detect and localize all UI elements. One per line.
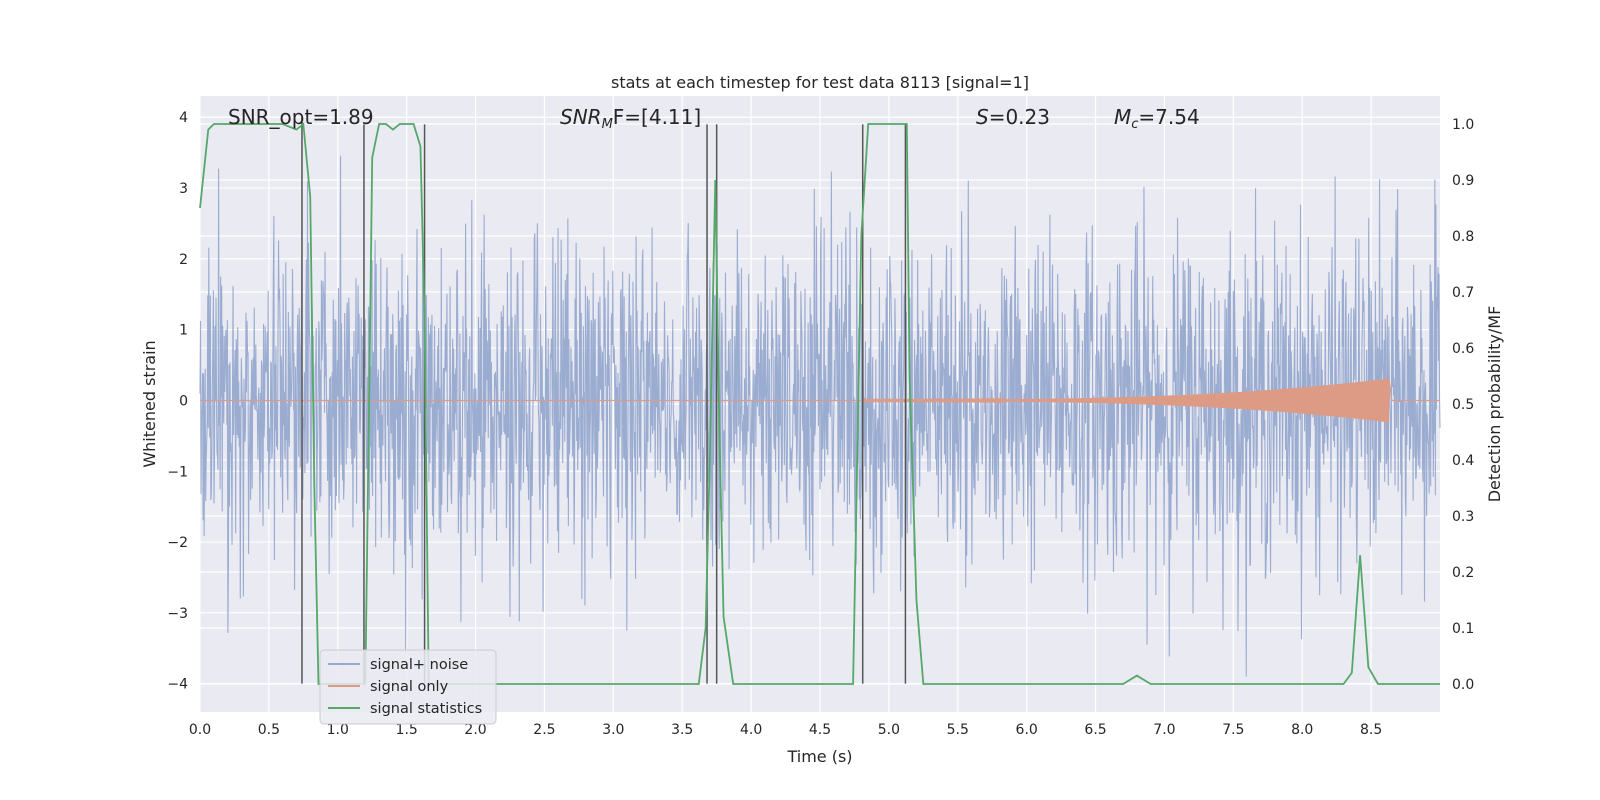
mc-main: M	[1114, 105, 1131, 129]
snr-mf-rest: F=[4.11]	[613, 105, 701, 129]
x-tick-label: 1.0	[327, 722, 349, 738]
y-left-tick-label: −4	[167, 677, 188, 693]
legend: signal+ noise signal only signal statist…	[319, 649, 497, 725]
x-tick-label: 6.0	[1016, 722, 1038, 738]
x-tick-label: 1.5	[396, 722, 418, 738]
x-tick-label: 4.0	[740, 722, 762, 738]
y-right-tick-label: 0.4	[1452, 453, 1474, 469]
y-right-tick-label: 0.2	[1452, 565, 1474, 581]
snr-mf-sub: M	[602, 117, 613, 132]
y-left-tick-label: −3	[167, 606, 188, 622]
y-right-tick-labels: 0.0 0.1 0.2 0.3 0.4 0.5 0.6 0.7 0.8 0.9 1.0	[1452, 117, 1474, 693]
y-left-tick-label: 1	[179, 323, 188, 339]
signal-statistics-series	[199, 122, 1440, 685]
x-tick-label: 6.5	[1084, 722, 1106, 738]
x-tick-label: 3.5	[671, 722, 693, 738]
y-right-tick-label: 0.9	[1452, 173, 1474, 189]
signal-only-line	[200, 378, 1440, 423]
y-right-tick-label: 0.6	[1452, 341, 1474, 357]
x-tick-label: 5.5	[947, 722, 969, 738]
x-tick-label: 7.5	[1222, 722, 1244, 738]
y-left-tick-label: 4	[179, 110, 188, 126]
s-main: S	[976, 105, 989, 129]
y-right-tick-label: 0.5	[1452, 397, 1474, 413]
x-tick-label: 0.5	[258, 722, 280, 738]
y-left-tick-label: −1	[167, 464, 188, 480]
chart-title: stats at each timestep for test data 811…	[611, 73, 1029, 92]
x-tick-label: 8.5	[1360, 722, 1382, 738]
y-left-axis-label: Whitened strain	[140, 340, 159, 467]
legend-label-signal-noise: signal+ noise	[370, 657, 468, 673]
x-tick-label: 8.0	[1291, 722, 1313, 738]
x-tick-label: 0.0	[189, 722, 211, 738]
x-tick-label: 2.5	[533, 722, 555, 738]
y-right-tick-label: 0.1	[1452, 621, 1474, 637]
x-axis-label: Time (s)	[786, 747, 852, 766]
s-rest: =0.23	[989, 105, 1050, 129]
y-left-tick-label: 2	[179, 252, 188, 268]
y-right-tick-label: 0.8	[1452, 229, 1474, 245]
x-tick-label: 7.0	[1153, 722, 1175, 738]
snr-mf-main: SNR	[560, 105, 602, 129]
x-tick-label: 4.5	[809, 722, 831, 738]
snr-opt-annotation: SNR_opt=1.89	[228, 105, 374, 129]
legend-box	[319, 649, 497, 725]
x-tick-label: 5.0	[878, 722, 900, 738]
y-right-tick-label: 0.3	[1452, 509, 1474, 525]
y-right-tick-label: 0.7	[1452, 285, 1474, 301]
s-annotation: S=0.23	[976, 105, 1050, 129]
y-right-tick-label: 1.0	[1452, 117, 1474, 133]
x-tick-labels: 0.0 0.5 1.0 1.5 2.0 2.5 3.0 3.5 4.0 4.5 5.0 5.5 6.0 6…	[189, 722, 1382, 738]
y-right-tick-label: 0.0	[1452, 677, 1474, 693]
signal-noise-series	[199, 155, 1441, 677]
y-right-axis-label: Detection probability/MF	[1485, 306, 1504, 503]
signal-statistics-line	[199, 122, 1440, 685]
signal-noise-line	[199, 155, 1441, 677]
legend-label-signal-statistics: signal statistics	[370, 701, 482, 717]
y-left-tick-labels: −4 −3 −2 −1 0 1 2 3 4	[167, 110, 188, 692]
y-left-tick-label: 3	[179, 181, 188, 197]
legend-label-signal-only: signal only	[370, 679, 449, 695]
y-left-tick-label: −2	[167, 535, 188, 551]
y-left-tick-label: 0	[179, 393, 188, 409]
mc-sub: c	[1131, 117, 1138, 132]
mc-rest: =7.54	[1138, 105, 1199, 129]
x-tick-label: 3.0	[602, 722, 624, 738]
x-tick-label: 2.0	[464, 722, 486, 738]
snr-mf-annotation: SNRMF=[4.11]	[560, 105, 701, 132]
signal-only-series	[200, 378, 1440, 423]
mc-annotation: Mc=7.54	[1114, 105, 1200, 132]
